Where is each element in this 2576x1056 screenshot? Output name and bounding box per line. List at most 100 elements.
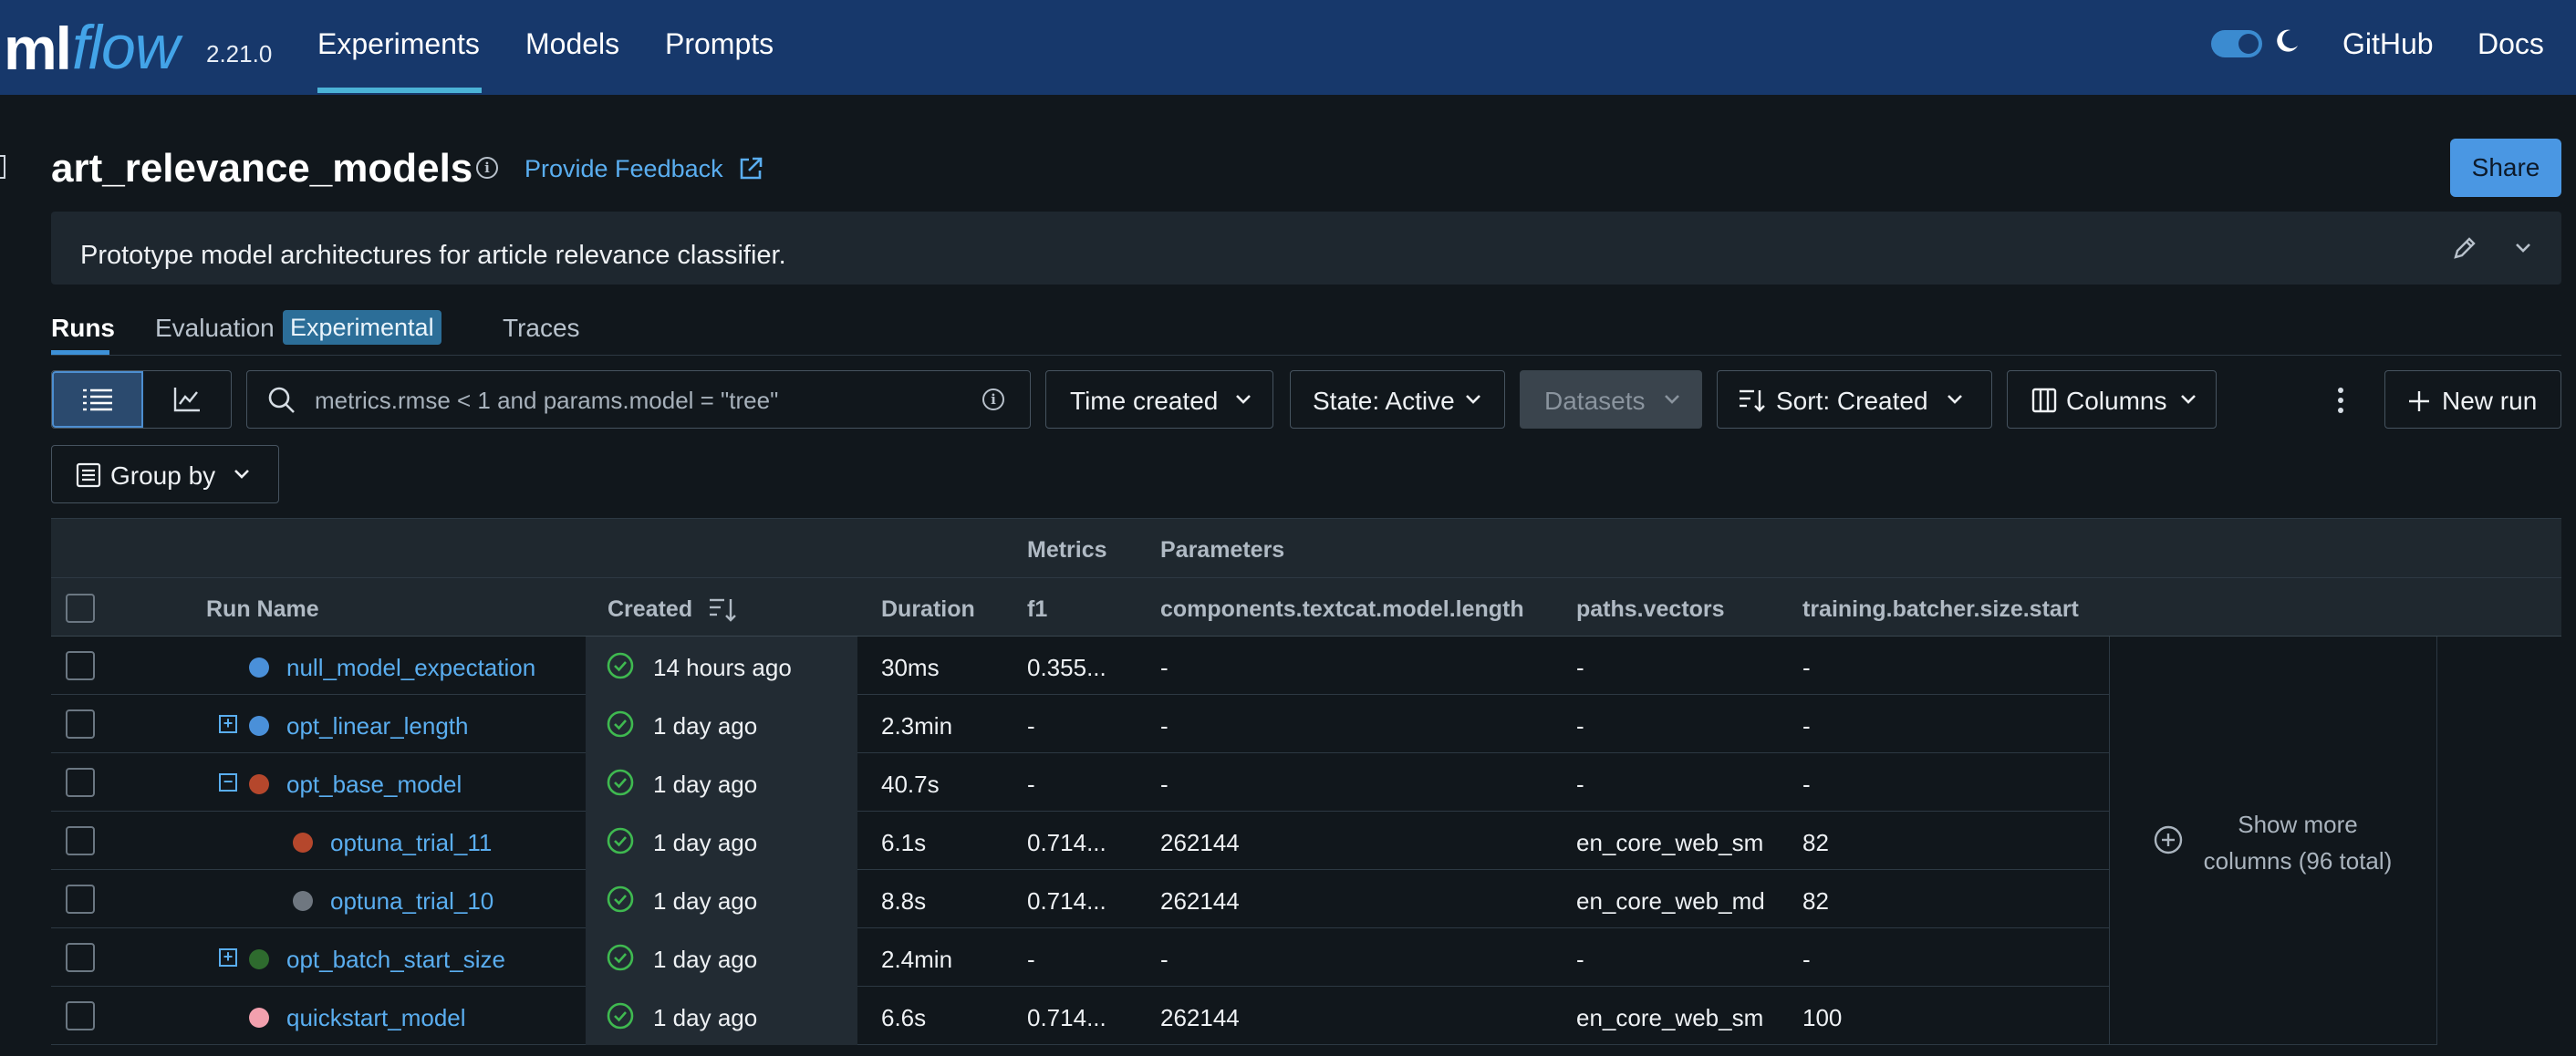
- row-checkbox[interactable]: [66, 826, 95, 855]
- info-icon[interactable]: i: [476, 157, 498, 179]
- run-name-link[interactable]: null_model_expectation: [286, 654, 536, 681]
- column-header-f1[interactable]: f1: [1027, 596, 1048, 622]
- batch-size-cell: 82: [1802, 829, 1829, 856]
- run-color-dot[interactable]: [249, 657, 269, 678]
- row-checkbox[interactable]: [66, 768, 95, 797]
- row-checkbox[interactable]: [66, 709, 95, 739]
- header-divider: [51, 577, 2561, 578]
- external-link-icon[interactable]: [737, 155, 764, 182]
- created-cell-bg: [586, 870, 857, 928]
- column-header-run-name[interactable]: Run Name: [206, 596, 319, 622]
- github-link[interactable]: GitHub: [2342, 27, 2434, 60]
- time-created-dropdown[interactable]: Time created: [1045, 370, 1273, 429]
- tab-divider: [51, 355, 2561, 356]
- model-length-cell: -: [1160, 654, 1169, 681]
- list-view-button[interactable]: [52, 371, 143, 428]
- f1-cell: -: [1027, 771, 1035, 798]
- run-name-link[interactable]: optuna_trial_10: [330, 887, 494, 915]
- chart-view-button[interactable]: [143, 371, 231, 428]
- created-cell-bg: [586, 637, 857, 695]
- new-run-label: New run: [2442, 387, 2538, 415]
- model-length-cell: 262144: [1160, 829, 1240, 856]
- expand-icon[interactable]: +: [219, 948, 237, 967]
- sort-desc-icon[interactable]: [708, 595, 739, 623]
- plus-circle-icon[interactable]: [2153, 824, 2184, 855]
- search-info-icon[interactable]: i: [982, 388, 1004, 410]
- state-filter-dropdown[interactable]: State: Active: [1290, 370, 1505, 429]
- experiment-title: art_relevance_models: [51, 146, 473, 191]
- model-length-cell: -: [1160, 771, 1169, 798]
- column-header-created[interactable]: Created: [608, 596, 693, 622]
- run-color-dot[interactable]: [249, 1008, 269, 1028]
- column-header-batch-size-start[interactable]: training.batcher.size.start: [1802, 596, 2079, 622]
- run-name-link[interactable]: optuna_trial_11: [330, 829, 493, 856]
- table-row[interactable]: − opt_base_model 1 day ago 40.7s - - - -: [51, 753, 2109, 812]
- run-color-dot[interactable]: [293, 833, 313, 853]
- created-cell: 1 day ago: [653, 771, 758, 798]
- f1-cell: -: [1027, 946, 1035, 973]
- created-cell-bg: [586, 987, 857, 1045]
- table-row[interactable]: + opt_linear_length 1 day ago 2.3min - - - -: [51, 695, 2109, 753]
- expand-icon[interactable]: +: [219, 715, 237, 733]
- run-color-dot[interactable]: [293, 891, 313, 911]
- edit-pencil-icon[interactable]: [2450, 233, 2479, 263]
- run-color-dot[interactable]: [249, 774, 269, 794]
- chevron-down-icon[interactable]: [2512, 239, 2534, 257]
- batch-size-cell: 82: [1802, 887, 1829, 915]
- show-more-columns-button[interactable]: Show more columns (96 total): [2184, 806, 2412, 879]
- row-checkbox[interactable]: [66, 885, 95, 914]
- run-name-link[interactable]: quickstart_model: [286, 1004, 466, 1031]
- collapse-icon[interactable]: −: [219, 773, 237, 792]
- columns-dropdown[interactable]: Columns: [2007, 370, 2217, 429]
- nav-models[interactable]: Models: [525, 27, 620, 60]
- nav-prompts[interactable]: Prompts: [665, 27, 774, 60]
- sort-dropdown[interactable]: Sort: Created: [1717, 370, 1992, 429]
- moon-icon: [2277, 29, 2298, 52]
- column-header-paths-vectors[interactable]: paths.vectors: [1576, 596, 1725, 622]
- mlflow-logo[interactable]: ml flow: [4, 2, 180, 78]
- group-by-dropdown[interactable]: Group by: [51, 445, 279, 503]
- run-name-link[interactable]: opt_base_model: [286, 771, 462, 798]
- tab-runs[interactable]: Runs: [51, 314, 115, 342]
- dark-mode-toggle[interactable]: [2211, 30, 2262, 57]
- created-cell: 1 day ago: [653, 712, 758, 740]
- columns-label: Columns: [2066, 387, 2167, 415]
- run-search-input[interactable]: metrics.rmse < 1 and params.model = "tre…: [246, 370, 1031, 429]
- table-row[interactable]: optuna_trial_11 1 day ago 6.1s 0.714... 2621…: [51, 812, 2109, 870]
- tab-evaluation[interactable]: Evaluation: [155, 314, 275, 342]
- created-cell: 1 day ago: [653, 829, 758, 856]
- new-run-button[interactable]: New run: [2384, 370, 2561, 429]
- select-all-checkbox[interactable]: [66, 594, 95, 623]
- group-header-metrics: Metrics: [1027, 537, 1107, 563]
- row-checkbox[interactable]: [66, 943, 95, 972]
- provide-feedback-link[interactable]: Provide Feedback: [525, 155, 723, 182]
- row-checkbox[interactable]: [66, 651, 95, 680]
- docs-link[interactable]: Docs: [2477, 27, 2544, 60]
- paths-vectors-cell: en_core_web_md: [1576, 887, 1765, 915]
- column-header-duration[interactable]: Duration: [881, 596, 975, 622]
- paths-vectors-cell: en_core_web_sm: [1576, 829, 1764, 856]
- more-options-icon[interactable]: [2328, 387, 2353, 414]
- column-header-model-length[interactable]: components.textcat.model.length: [1160, 596, 1524, 622]
- f1-cell: 0.714...: [1027, 1004, 1106, 1031]
- datasets-label: Datasets: [1544, 387, 1646, 415]
- nav-active-indicator: [317, 88, 482, 93]
- run-name-link[interactable]: opt_linear_length: [286, 712, 469, 740]
- f1-cell: -: [1027, 712, 1035, 740]
- datasets-dropdown[interactable]: Datasets: [1520, 370, 1702, 429]
- table-row[interactable]: null_model_expectation 14 hours ago 30ms 0.…: [51, 637, 2109, 695]
- share-button[interactable]: Share: [2450, 139, 2561, 197]
- paths-vectors-cell: -: [1576, 654, 1584, 681]
- run-color-dot[interactable]: [249, 949, 269, 969]
- run-color-dot[interactable]: [249, 716, 269, 736]
- sidebar-handle[interactable]: [0, 155, 5, 179]
- table-row[interactable]: quickstart_model 1 day ago 6.6s 0.714... 262…: [51, 987, 2109, 1045]
- nav-experiments[interactable]: Experiments: [317, 27, 480, 60]
- tab-traces[interactable]: Traces: [503, 314, 580, 342]
- run-name-link[interactable]: opt_batch_start_size: [286, 946, 505, 973]
- created-cell: 1 day ago: [653, 946, 758, 973]
- table-row[interactable]: + opt_batch_start_size 1 day ago 2.4min - - - -: [51, 928, 2109, 987]
- row-checkbox[interactable]: [66, 1001, 95, 1030]
- table-row[interactable]: optuna_trial_10 1 day ago 8.8s 0.714... 2621…: [51, 870, 2109, 928]
- finished-status-icon: [607, 944, 634, 971]
